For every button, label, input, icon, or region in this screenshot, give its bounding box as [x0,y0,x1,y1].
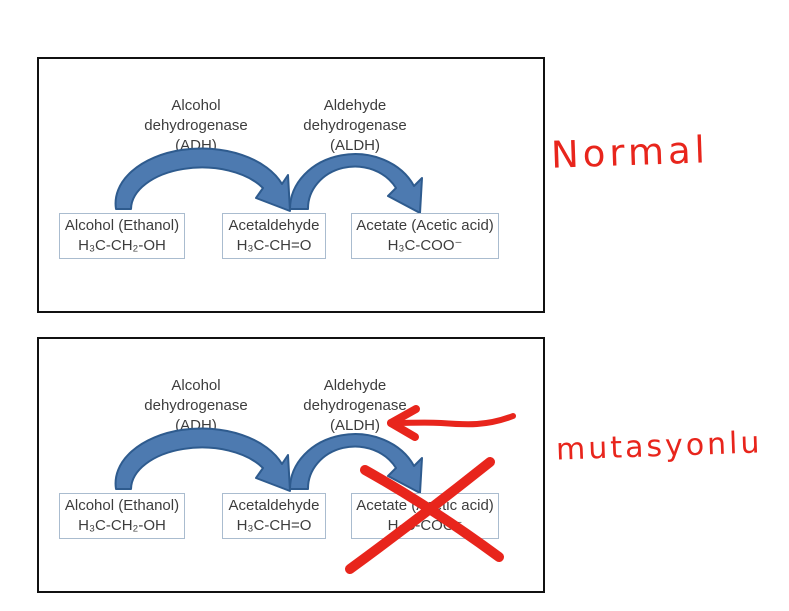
compound-formula: H₃C-CH₂-OH [78,517,166,534]
curved-arrow-aldh-icon [289,153,423,214]
compound-name: Acetate (Acetic acid) [356,217,494,234]
compound-name: Alcohol (Ethanol) [64,217,180,234]
handwritten-normal-label: Normal [550,128,710,177]
compound-box-acetaldehyde: Acetaldehyde H₃C-CH=O [222,213,326,259]
compound-formula: H₃C-CH=O [236,517,312,534]
compound-box-acetaldehyde: Acetaldehyde H₃C-CH=O [222,493,326,539]
compound-name: Acetaldehyde [228,217,320,234]
compound-box-acetate: Acetate (Acetic acid) H₃C-COO⁻ [351,493,499,539]
compound-formula: H₃C-COO⁻ [387,237,463,254]
compound-name: Acetate (Acetic acid) [356,497,494,514]
compound-box-acetate: Acetate (Acetic acid) H₃C-COO⁻ [351,213,499,259]
enzyme-line: (ALDH) [329,417,380,434]
enzyme-line: Aldehyde [323,97,387,114]
enzyme-line: (ALDH) [329,137,380,154]
enzyme-line: Alcohol [171,97,221,114]
enzyme-line: Aldehyde [323,377,387,394]
normal-pathway-frame: Alcohol dehydrogenase (ADH) Aldehyde deh… [37,57,545,313]
enzyme-line: dehydrogenase [144,397,248,414]
compound-formula: H₃C-CH₂-OH [78,237,166,254]
compound-name: Acetaldehyde [228,497,320,514]
compound-formula: H₃C-CH=O [236,237,312,254]
enzyme-line: dehydrogenase [303,117,407,134]
enzyme-line: dehydrogenase [303,397,407,414]
compound-formula: H₃C-COO⁻ [387,517,463,534]
enzyme-line: Alcohol [171,377,221,394]
compound-box-ethanol: Alcohol (Ethanol) H₃C-CH₂-OH [59,213,185,259]
compound-name: Alcohol (Ethanol) [64,497,180,514]
mutated-pathway-frame: Alcohol dehydrogenase (ADH) Aldehyde deh… [37,337,545,593]
enzyme-label-aldh: Aldehyde dehydrogenase (ALDH) [245,376,465,436]
compound-box-ethanol: Alcohol (Ethanol) H₃C-CH₂-OH [59,493,185,539]
handwritten-mutasyonlu-label: mutasyonlu [555,425,764,468]
enzyme-line: dehydrogenase [144,117,248,134]
curved-arrow-adh-icon [114,427,291,492]
curved-arrow-aldh-icon [289,433,423,494]
curved-arrow-adh-icon [114,147,291,212]
enzyme-label-aldh: Aldehyde dehydrogenase (ALDH) [245,96,465,156]
